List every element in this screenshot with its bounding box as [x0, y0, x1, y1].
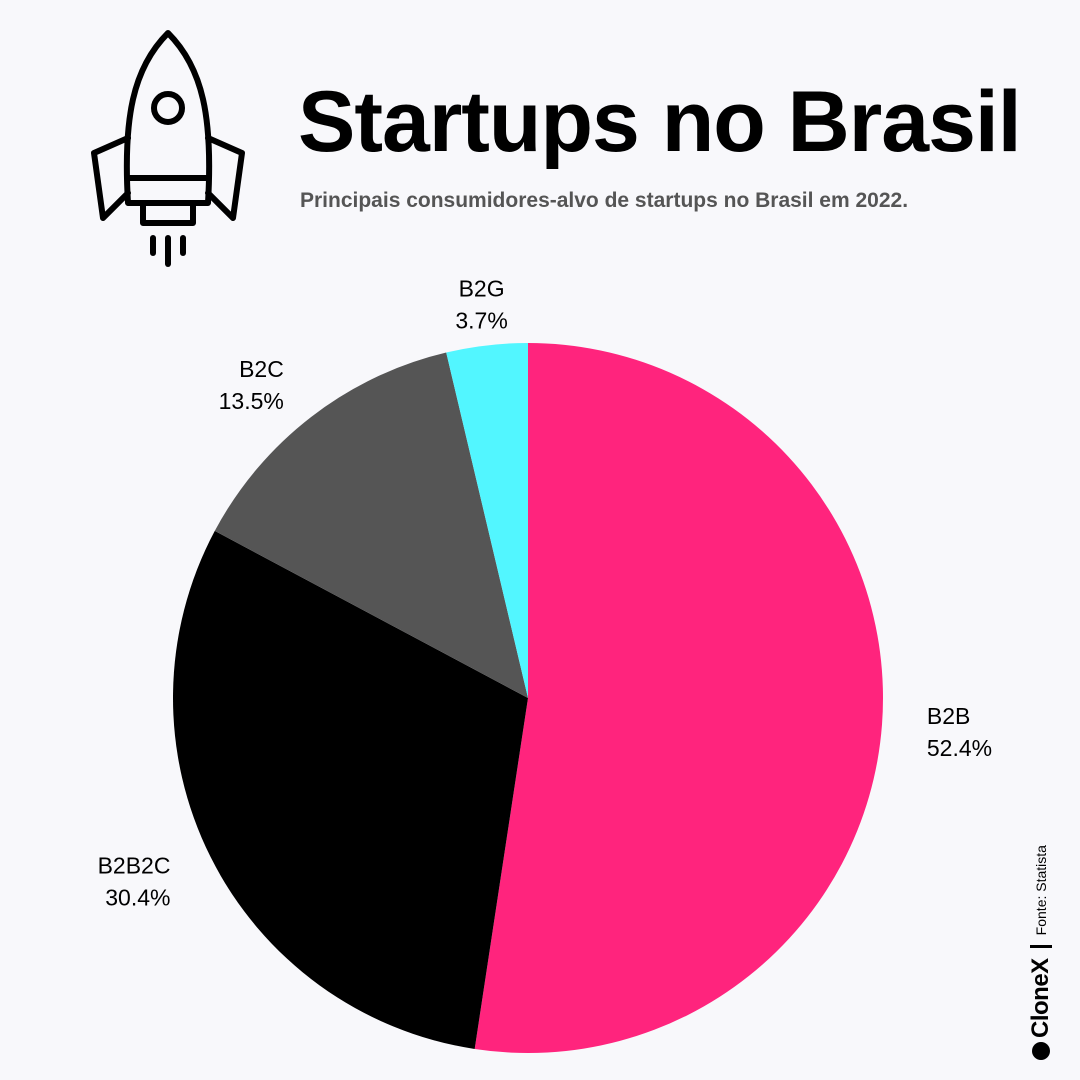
slice-label-b2g: B2G	[459, 276, 505, 302]
source-note: Fonte: Statista	[1033, 845, 1049, 936]
pie-slice-b2c	[214, 352, 528, 698]
slice-value-b2b: 52.4%	[927, 735, 992, 761]
brand-logo: CloneX	[1027, 958, 1054, 1038]
chart-subtitle: Principais consumidores-alvo de startups…	[300, 189, 909, 212]
footer-source-block: CloneX Fonte: Statista	[1021, 780, 1061, 1060]
slice-value-b2b2c: 30.4%	[105, 884, 170, 910]
pie-slice-b2b	[474, 343, 884, 1053]
pie-slice-b2b2c	[172, 530, 528, 1049]
slice-label-b2b: B2B	[927, 703, 970, 729]
slice-label-b2c: B2C	[239, 356, 284, 382]
slice-label-b2b2c: B2B2C	[98, 852, 171, 878]
brand-dot-icon	[1032, 1042, 1050, 1060]
rocket-icon	[91, 30, 245, 267]
divider	[1030, 945, 1052, 949]
slice-value-b2c: 13.5%	[219, 388, 284, 414]
slice-value-b2g: 3.7%	[455, 308, 507, 334]
pie-slice-b2g	[446, 343, 528, 698]
chart-title: Startups no Brasil	[298, 74, 1022, 170]
